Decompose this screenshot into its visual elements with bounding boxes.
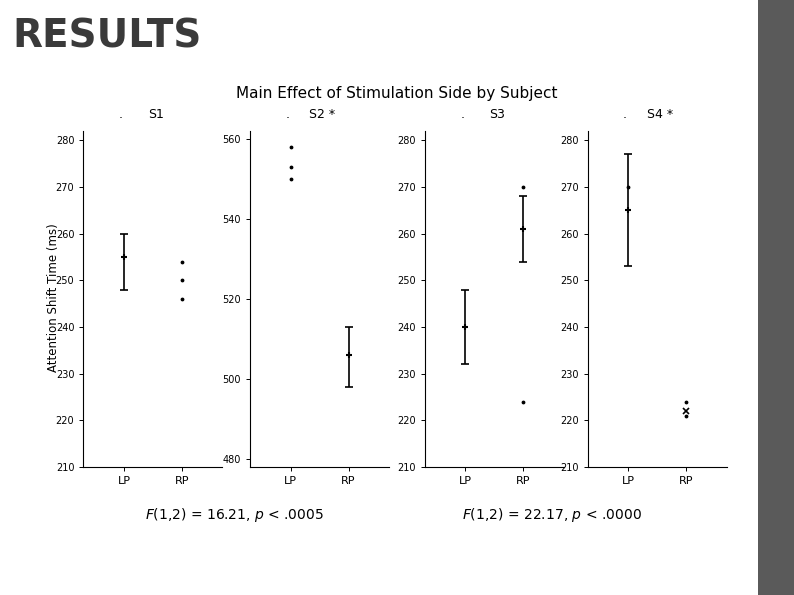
Text: RESULTS: RESULTS — [12, 18, 202, 56]
Text: S2 *: S2 * — [310, 108, 335, 121]
Text: $\mathit{F}$(1,2) = 16.21, $\mathit{p}$ < .0005: $\mathit{F}$(1,2) = 16.21, $\mathit{p}$ … — [145, 506, 324, 524]
Text: S4 *: S4 * — [647, 108, 673, 121]
Text: .: . — [461, 108, 464, 121]
Text: .: . — [119, 108, 123, 121]
Text: $\mathit{F}$(1,2) = 22.17, $\mathit{p}$ < .0000: $\mathit{F}$(1,2) = 22.17, $\mathit{p}$ … — [462, 506, 642, 524]
Text: Main Effect of Stimulation Side by Subject: Main Effect of Stimulation Side by Subje… — [237, 86, 557, 101]
Text: S1: S1 — [148, 108, 164, 121]
Text: Attention Shift Time (ms): Attention Shift Time (ms) — [48, 223, 60, 372]
Text: S3: S3 — [489, 108, 505, 121]
Text: .: . — [623, 108, 627, 121]
Text: .: . — [286, 108, 290, 121]
